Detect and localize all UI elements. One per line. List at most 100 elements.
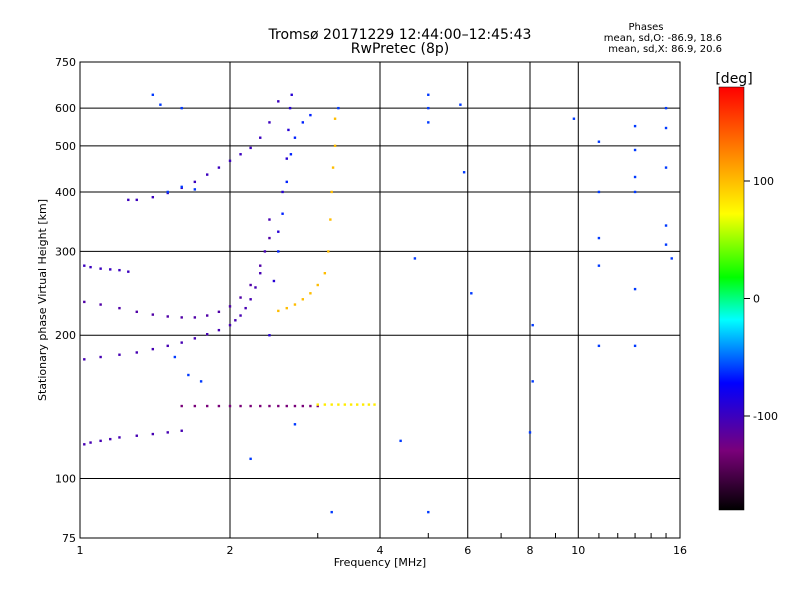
data-point (277, 100, 280, 103)
data-point (244, 306, 247, 310)
y-tick-label: 750 (55, 56, 76, 69)
data-point (205, 314, 209, 317)
data-point (135, 198, 138, 202)
data-point (217, 310, 221, 314)
data-point (99, 355, 102, 359)
y-tick-label: 400 (55, 186, 76, 199)
data-point (83, 264, 86, 267)
y-tick-label: 200 (55, 329, 76, 342)
data-point (329, 218, 332, 221)
data-point (664, 243, 668, 246)
data-point (83, 358, 86, 361)
data-point (330, 510, 333, 514)
data-point (333, 144, 337, 148)
data-point (249, 404, 252, 408)
data-point (309, 113, 312, 117)
colorbar-ticks: 100 0 -100 (744, 175, 778, 423)
data-point (239, 296, 242, 299)
data-point (239, 314, 242, 317)
data-point (109, 437, 112, 441)
data-point (228, 323, 232, 327)
data-point (309, 292, 312, 295)
data-point (254, 286, 257, 289)
data-point (263, 250, 267, 253)
data-point (462, 171, 466, 174)
data-point (193, 188, 197, 191)
data-point (285, 306, 288, 310)
data-point (293, 303, 297, 306)
data-point (597, 236, 601, 240)
data-point (259, 136, 262, 139)
data-point (205, 333, 209, 336)
data-point (205, 173, 209, 176)
data-point (239, 404, 242, 408)
data-point (268, 404, 271, 408)
data-point (173, 355, 177, 359)
data-point (127, 270, 130, 273)
data-point (327, 250, 330, 253)
data-point (531, 323, 534, 327)
data-point (323, 272, 327, 275)
data-point (316, 283, 319, 287)
data-point (285, 180, 288, 184)
data-point (89, 441, 92, 444)
data-point (399, 439, 402, 443)
data-point (470, 292, 473, 295)
data-point (528, 431, 532, 434)
data-point (272, 279, 276, 283)
data-point (316, 404, 319, 408)
data-point (187, 373, 190, 377)
data-point (281, 212, 284, 215)
data-point (99, 303, 102, 306)
data-point (337, 403, 340, 406)
x-tick-label: 8 (527, 544, 534, 557)
data-point (99, 267, 102, 270)
data-point (180, 316, 183, 319)
chart-title: Tromsø 20171229 12:44:00–12:45:43 (268, 27, 532, 43)
data-point (127, 198, 130, 202)
plot-frame (79, 61, 681, 539)
x-tick-label: 1 (77, 544, 84, 557)
data-point (277, 250, 280, 253)
data-point (281, 190, 284, 194)
data-point (373, 403, 376, 406)
data-point (239, 153, 242, 156)
data-point (427, 510, 430, 514)
data-point (193, 337, 197, 340)
data-point (193, 316, 197, 319)
data-point (330, 403, 333, 406)
data-point (166, 315, 169, 318)
stats-o-mode: mean, sd,O: -86.9, 18.6 (603, 33, 722, 44)
data-point (293, 136, 297, 139)
data-point (249, 298, 252, 301)
data-point (664, 224, 668, 227)
data-point (277, 404, 280, 408)
data-point (83, 300, 86, 304)
data-point (597, 264, 601, 267)
data-point (290, 93, 293, 96)
data-point (166, 431, 169, 434)
data-point (159, 103, 162, 106)
data-point (268, 236, 271, 240)
data-point (151, 195, 155, 199)
data-point (118, 353, 121, 356)
y-tick-label: 100 (55, 473, 76, 486)
data-point (323, 403, 327, 406)
data-point (287, 128, 290, 132)
data-point (249, 146, 252, 150)
data-point (309, 404, 312, 408)
data-point (427, 106, 430, 110)
colorbar-tick-label: 100 (753, 175, 774, 188)
data-point (289, 153, 293, 156)
y-axis-ticks: 75 100 200 300 400 500 600 750 (55, 56, 76, 545)
data-point (228, 159, 232, 163)
data-point (135, 434, 138, 437)
data-point (180, 185, 183, 189)
data-point (89, 265, 92, 269)
data-point (217, 404, 221, 408)
data-point (151, 313, 155, 316)
data-point (633, 344, 637, 348)
data-point (180, 429, 183, 432)
stats-heading: Phases (628, 22, 664, 33)
data-point (259, 404, 262, 408)
